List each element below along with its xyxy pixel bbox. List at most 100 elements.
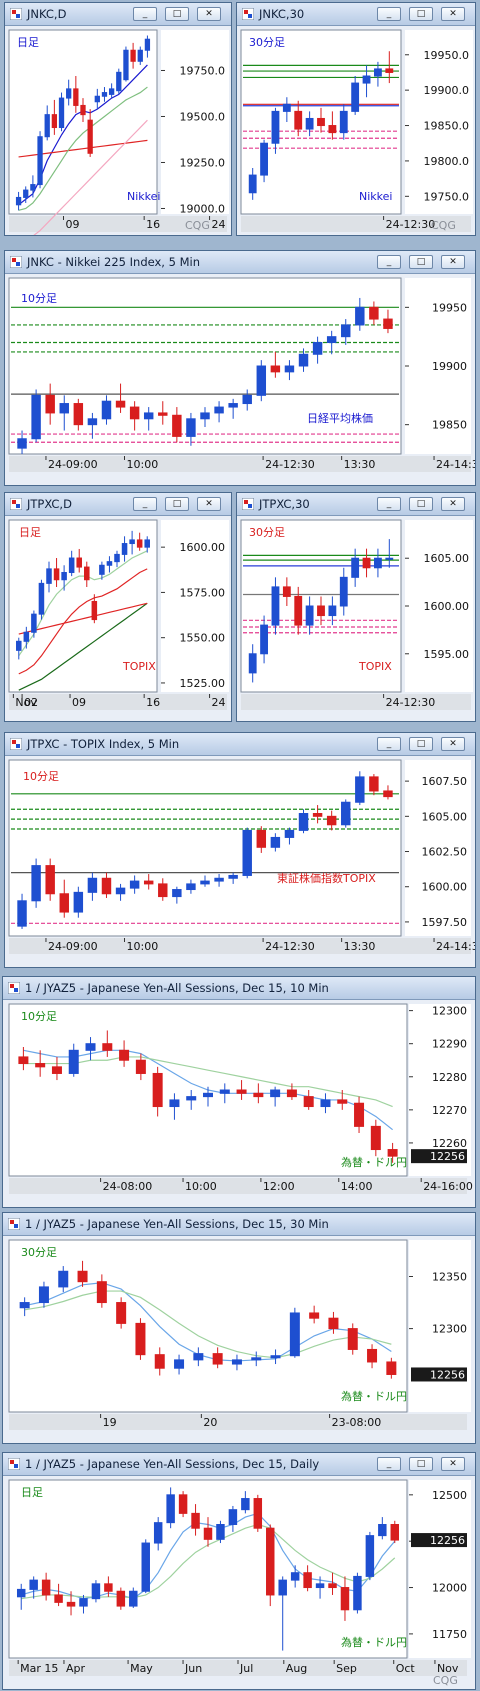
candle [19, 1302, 30, 1309]
candle [317, 605, 325, 617]
chart-window-icon [8, 1218, 20, 1230]
close-button[interactable]: ✕ [197, 497, 221, 511]
x-tick-label: 24-16:00 [423, 1180, 473, 1193]
candle [303, 1572, 312, 1589]
close-button[interactable]: ✕ [441, 7, 465, 21]
chart-window-yen-10min[interactable]: 1 / JYAZ5 - Japanese Yen-All Sessions, D… [2, 976, 476, 1208]
price-scale [409, 1004, 471, 1176]
window-title-bar[interactable]: 1 / JYAZ5 - Japanese Yen-All Sessions, D… [3, 1213, 475, 1236]
candle [365, 1535, 375, 1577]
window-title-bar[interactable]: 1 / JYAZ5 - Japanese Yen-All Sessions, D… [3, 977, 475, 1000]
candle [289, 1312, 300, 1357]
close-button[interactable]: ✕ [441, 255, 465, 269]
candle [16, 1588, 26, 1598]
chart-window-jtpxc-daily[interactable]: JTPXC,D _ □ ✕ 1600.00 1575.00 1550.00 1525.… [4, 492, 232, 722]
candle [136, 539, 143, 548]
chart-window-nikkei-5min[interactable]: JNKC - Nikkei 225 Index, 5 Min _ □ ✕ 199… [4, 250, 476, 486]
candle [390, 1524, 400, 1541]
chart-window-jnkc-daily[interactable]: JNKC,D _ □ ✕ 19750.0 19500.0 19250.0 19000.… [4, 2, 232, 236]
window-title: JNKC - Nikkei 225 Index, 5 Min [27, 255, 200, 269]
y-tick-label: 19900.0 [424, 84, 470, 97]
chart-window-topix-5min[interactable]: JTPXC - TOPIX Index, 5 Min _ □ ✕ 1607.50… [4, 732, 476, 968]
minimize-button[interactable]: _ [133, 7, 157, 21]
close-button[interactable]: ✕ [441, 1457, 465, 1471]
candle [99, 564, 105, 575]
candle [203, 1092, 213, 1098]
chart-window-icon [10, 738, 22, 750]
chart-area[interactable]: 19750.0 19500.0 19250.0 19000.0 日足 Nikkei 09 16… [5, 26, 231, 235]
cqg-logo: CQG [431, 219, 456, 232]
close-button[interactable]: ✕ [441, 497, 465, 511]
window-title-bar[interactable]: JTPXC,D _ □ ✕ [5, 493, 231, 516]
candle [46, 568, 52, 584]
chart-window-icon [10, 498, 22, 510]
last-price-tag [411, 1533, 467, 1548]
chart-area[interactable]: 1600.00 1575.00 1550.00 1525.00 日足 TOPIX Nov02… [5, 516, 231, 721]
x-tick-label: 23-08:00 [332, 1416, 382, 1429]
maximize-button[interactable]: □ [165, 497, 189, 511]
maximize-button[interactable]: □ [165, 7, 189, 21]
candle [355, 776, 365, 803]
maximize-button[interactable]: □ [409, 255, 433, 269]
candle [18, 1056, 29, 1065]
candle [116, 1590, 126, 1607]
cqg-logo: CQG [433, 1674, 458, 1687]
close-button[interactable]: ✕ [441, 737, 465, 751]
candle [383, 790, 393, 798]
maximize-button[interactable]: □ [409, 1457, 433, 1471]
candle [16, 640, 22, 651]
price-scale [409, 1480, 471, 1658]
candle [270, 1089, 281, 1098]
minimize-button[interactable]: _ [377, 255, 401, 269]
close-button[interactable]: ✕ [197, 7, 221, 21]
minimize-button[interactable]: _ [133, 497, 157, 511]
candle [66, 1601, 76, 1607]
y-tick-label: 1605.00 [424, 552, 470, 565]
chart-window-yen-daily[interactable]: 1 / JYAZ5 - Japanese Yen-All Sessions, D… [2, 1452, 476, 1690]
candle [248, 653, 257, 674]
candle [312, 813, 323, 817]
candle [174, 1359, 185, 1369]
chart-window-jtpxc-30min[interactable]: JTPXC,30 _ □ ✕ 1605.00 1600.00 1595.00 30分足… [236, 492, 476, 722]
candle [144, 539, 150, 548]
window-title-bar[interactable]: JTPXC,30 _ □ ✕ [237, 493, 475, 516]
minimize-button[interactable]: _ [377, 7, 401, 21]
candle [85, 1043, 96, 1051]
instrument-label: 為替・ドル円 [341, 1389, 407, 1403]
minimize-button[interactable]: _ [377, 1457, 401, 1471]
chart-area[interactable]: 1605.00 1600.00 1595.00 30分足 TOPIX 24-12:30 [237, 516, 475, 721]
chart-window-yen-30min[interactable]: 1 / JYAZ5 - Japanese Yen-All Sessions, D… [2, 1212, 476, 1444]
candle [228, 1509, 238, 1526]
chart-window-jnkc-30min[interactable]: JNKC,30 _ □ ✕ 19950.0 19900.0 19850.0 19800… [236, 2, 476, 236]
candle [212, 1353, 223, 1365]
candle [84, 566, 90, 581]
candle [41, 1579, 51, 1596]
candle [383, 318, 393, 329]
window-title-bar[interactable]: JTPXC - TOPIX Index, 5 Min _ □ ✕ [5, 733, 475, 756]
candle [115, 400, 126, 408]
window-title-bar[interactable]: 1 / JYAZ5 - Japanese Yen-All Sessions, D… [3, 1453, 475, 1476]
x-tick-label: Jul [239, 1662, 253, 1675]
minimize-button[interactable]: _ [377, 497, 401, 511]
x-tick-label: 09 [72, 696, 86, 709]
candle [73, 88, 79, 106]
maximize-button[interactable]: □ [409, 497, 433, 511]
candle [158, 412, 168, 416]
window-title-bar[interactable]: JNKC,D _ □ ✕ [5, 3, 231, 26]
candle [129, 1590, 138, 1607]
window-title-bar[interactable]: JNKC,30 _ □ ✕ [237, 3, 475, 26]
candle [228, 403, 238, 408]
maximize-button[interactable]: □ [409, 7, 433, 21]
x-tick-label: 20 [203, 1416, 217, 1429]
price-scale [161, 30, 229, 214]
minimize-button[interactable]: _ [377, 737, 401, 751]
chart-area[interactable]: 1607.50 1605.00 1602.50 1600.00 1597.50 10分足東… [5, 756, 475, 967]
chart-area[interactable]: 19950.0 19900.0 19850.0 19800.0 19750.0 30分足 N… [237, 26, 475, 235]
maximize-button[interactable]: □ [409, 737, 433, 751]
window-title-bar[interactable]: JNKC - Nikkei 225 Index, 5 Min _ □ ✕ [5, 251, 475, 274]
y-tick-label: 11750 [432, 1628, 467, 1641]
